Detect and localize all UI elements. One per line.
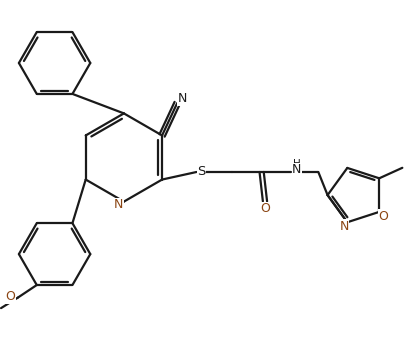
Text: N: N [114,198,123,211]
Text: O: O [260,202,270,216]
Text: N: N [292,164,302,176]
Text: O: O [378,210,388,222]
Text: S: S [197,165,206,178]
Text: N: N [178,92,187,105]
Text: N: N [339,220,349,233]
Text: H: H [293,160,301,170]
Text: O: O [5,290,15,303]
